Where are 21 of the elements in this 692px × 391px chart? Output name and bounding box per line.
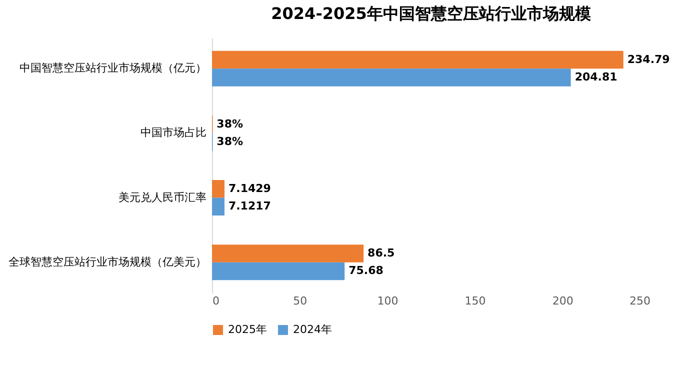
x-tick-label: 200 [552,294,574,308]
y-tick-label: 全球智慧空压站行业市场规模（亿美元） [8,255,206,268]
data-label: 7.1429 [228,182,271,195]
legend-label: 2024年 [293,323,332,336]
data-label: 38% [216,117,244,130]
y-tick-label: 美元兑人民币汇率 [118,190,206,204]
data-label: 7.1217 [228,200,271,213]
data-label: 204.81 [574,70,618,84]
x-tick-label: 100 [377,294,398,308]
data-label: 86.5 [368,246,395,260]
data-label: 75.68 [348,264,384,278]
x-tick-label: 250 [630,294,650,308]
chart-title: 2024-2025年中国智慧空压站行业市场规模 [271,4,591,23]
data-label: 234.79 [627,52,670,66]
x-tick-label: 150 [464,294,486,308]
y-tick-label: 中国智慧空压站行业市场规模（亿元） [20,62,206,75]
data-label: 38% [216,135,244,148]
x-tick-label: 50 [293,294,308,308]
y-tick-label: 中国市场占比 [140,126,206,140]
legend-label: 2025年 [228,323,267,336]
x-tick-label: 0 [212,294,220,308]
